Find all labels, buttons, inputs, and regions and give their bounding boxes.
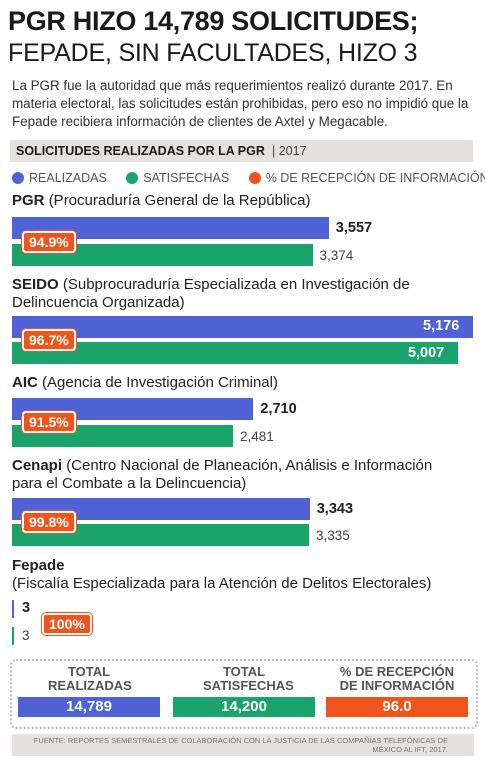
value-realizadas-seido: 5,176 [423,318,460,334]
category-description-pgr: (Procuraduría General de la República) [48,192,311,209]
legend: REALIZADAS SATISFECHAS % DE RECEPCIÓN DE… [12,171,485,187]
legend-item-satisfechas: SATISFECHAS [126,171,229,185]
legend-label-recepcion: % DE RECEPCIÓN DE INFORMACIÓN [265,171,485,185]
badge-recepcion-pgr: 94.9% [22,231,76,253]
value-satisfechas-aic: 2,481 [239,429,274,444]
title-line-1: PGR HIZO 14,789 SOLICITUDES; [8,6,419,36]
category-name-cenapi: Cenapi [12,457,63,474]
badge-recepcion-aic: 91.5% [22,411,76,433]
total-satisfechas-label: TOTAL SATISFECHAS [203,664,294,693]
bar-realizadas-pgr [12,217,329,239]
legend-dot-blue [12,172,24,184]
value-satisfechas-fepade: 3 [22,628,30,643]
chart-subheading: SOLICITUDES REALIZADAS POR LA PGR [16,144,265,158]
legend-item-recepcion: % DE RECEPCIÓN DE INFORMACIÓN [248,171,485,185]
totals-panel: TOTAL REALIZADAS 14,789 TOTAL SATISFECHA… [10,659,478,729]
category-description-aic: (Agencia de Investigación Criminal) [42,374,278,391]
bar-realizadas-cenapi [12,498,310,520]
total-recepcion: % DE RECEPCIÓN DE INFORMACIÓN 96.0 [326,665,468,717]
value-realizadas-fepade: 3 [22,600,31,616]
bar-satisfechas-fepade [12,627,14,645]
category-name-aic: AIC [12,374,38,391]
intro-text: La PGR fue la autoridad que más requerim… [12,78,469,129]
category-label-cenapi: Cenapi (Centro Nacional de Planeación, A… [12,457,452,493]
value-realizadas-aic: 2,710 [260,401,297,417]
bar-satisfechas-pgr [12,244,313,266]
chart-subheading-bar: SOLICITUDES REALIZADAS POR LA PGR | 2017 [10,140,473,162]
category-description-fepade: (Fiscalía Especializada para la Atención… [12,575,432,592]
category-label-fepade: Fepade (Fiscalía Especializada para la At… [12,557,472,593]
value-satisfechas-pgr: 3,374 [319,248,354,263]
legend-label-satisfechas: SATISFECHAS [143,171,230,185]
bar-satisfechas-cenapi [12,524,310,546]
total-satisfechas-value: 14,200 [173,697,315,717]
category-description-cenapi: (Centro Nacional de Planeación, Análisis… [12,457,433,492]
bar-realizadas-fepade [12,600,14,618]
legend-label-realizadas: REALIZADAS [29,171,107,185]
source-note: FUENTE: REPORTES SEMESTRALES DE COLABORA… [12,734,474,756]
badge-recepcion-seido: 96.7% [22,329,76,351]
total-realizadas-label: TOTAL REALIZADAS [48,664,132,693]
category-label-seido: SEIDO (Subprocuraduría Especializada en … [12,276,412,312]
legend-dot-green [126,172,139,184]
bar-satisfechas-seido [12,342,458,364]
legend-dot-orange [248,172,261,184]
chart-subheading-year: | 2017 [272,144,307,158]
total-recepcion-label: % DE RECEPCIÓN DE INFORMACIÓN [339,664,455,693]
category-name-pgr: PGR [12,192,45,209]
category-label-pgr: PGR (Procuraduría General de la Repúblic… [12,192,472,210]
value-satisfechas-cenapi: 3,335 [316,528,350,543]
total-realizadas: TOTAL REALIZADAS 14,789 [18,665,160,717]
title-line-2: FEPADE, SIN FACULTADES, HIZO 3 [8,39,418,67]
category-description-seido: (Subprocuraduría Especializada en Invest… [12,276,410,311]
value-satisfechas-seido: 5,007 [407,345,445,361]
value-realizadas-pgr: 3,557 [335,220,373,236]
value-realizadas-cenapi: 3,343 [316,501,354,517]
legend-item-realizadas: REALIZADAS [12,171,107,185]
badge-recepcion-cenapi: 99.8% [22,511,76,533]
total-recepcion-value: 96.0 [326,697,468,717]
category-label-aic: AIC (Agencia de Investigación Criminal) [12,374,472,392]
category-name-fepade: Fepade [12,557,65,574]
category-name-seido: SEIDO [12,276,59,293]
badge-recepcion-fepade: 100% [42,613,92,635]
source-text: FUENTE: REPORTES SEMESTRALES DE COLABORA… [33,736,448,754]
bar-realizadas-seido [12,316,473,338]
total-realizadas-value: 14,789 [18,697,160,717]
total-satisfechas: TOTAL SATISFECHAS 14,200 [173,665,315,717]
